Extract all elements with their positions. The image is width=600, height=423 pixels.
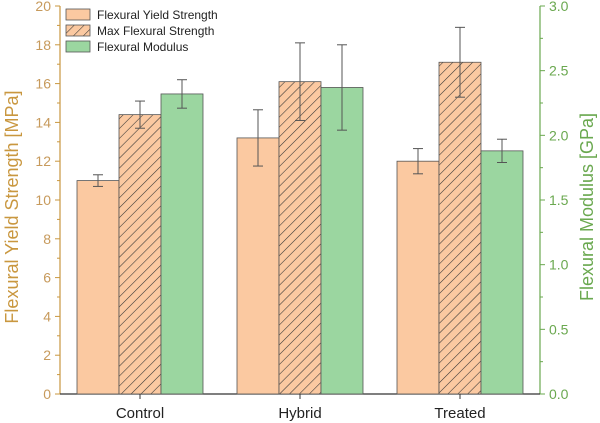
y-tick-right-label: 1.0 — [549, 257, 569, 273]
y-tick-left-label: 4 — [43, 308, 51, 324]
y-tick-left-label: 2 — [43, 347, 51, 363]
y-tick-left-label: 16 — [35, 76, 51, 92]
y-tick-right-label: 2.0 — [549, 127, 569, 143]
bar — [396, 160, 440, 395]
bar — [160, 93, 204, 395]
y-tick-left-label: 12 — [35, 153, 51, 169]
y-tick-left-label: 6 — [43, 270, 51, 286]
bar — [118, 114, 162, 395]
y-tick-right-label: 2.5 — [549, 63, 569, 79]
bar — [438, 61, 482, 395]
legend-swatch — [65, 40, 91, 53]
y-axis-left-label: Flexural Yield Strength [MPa] — [2, 90, 22, 323]
y-tick-left-label: 10 — [35, 192, 51, 208]
y-tick-right-label: 1.5 — [549, 192, 569, 208]
y-tick-left-label: 8 — [43, 231, 51, 247]
bar — [278, 81, 322, 395]
legend-swatch — [65, 24, 91, 37]
ticks: 0 2 4 6 8 10 12 14 16 18 20 0.0 0.5 1.0 1.5 2.0 2.5 3.0 Co… — [35, 0, 568, 422]
x-tick-label: Hybrid — [278, 405, 321, 422]
y-tick-right-label: 0.0 — [549, 386, 569, 402]
y-tick-left-label: 14 — [35, 114, 51, 130]
legend-label: Flexural Yield Strength — [97, 8, 218, 22]
y-tick-left-label: 20 — [35, 0, 51, 14]
legend-label: Flexural Modulus — [97, 40, 188, 54]
legend-swatch — [65, 8, 91, 21]
bar — [320, 87, 364, 395]
bars — [76, 26, 524, 395]
x-tick-label: Control — [116, 405, 164, 422]
legend-label: Max Flexural Strength — [97, 24, 214, 38]
y-tick-left-label: 18 — [35, 37, 51, 53]
x-tick-label: Treated — [434, 405, 485, 422]
bar — [76, 180, 120, 395]
bar — [236, 137, 280, 395]
y-tick-right-label: 3.0 — [549, 0, 569, 14]
y-axis-right-label: Flexural Modulus [GPa] — [577, 113, 597, 301]
y-tick-right-label: 0.5 — [549, 321, 569, 337]
bar — [480, 150, 524, 395]
legend: Flexural Yield Strength Max Flexural Stre… — [65, 8, 218, 54]
y-tick-left-label: 0 — [43, 386, 51, 402]
